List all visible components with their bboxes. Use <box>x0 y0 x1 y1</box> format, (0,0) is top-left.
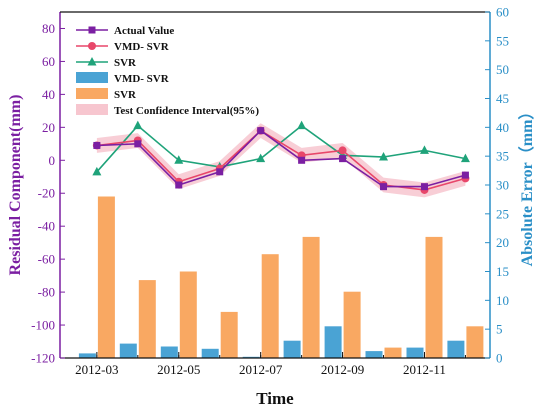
y-left-tick-label: 0 <box>49 153 56 168</box>
y-right-tick-label: 0 <box>496 351 503 366</box>
y-right-tick-label: 20 <box>496 235 509 250</box>
y-axis-left-title: Residual Component(mm) <box>7 95 24 276</box>
line-vmd_svr <box>96 129 466 191</box>
y-left-tick-label: 60 <box>42 54 55 69</box>
point-actual-8 <box>420 183 428 191</box>
bar-vmd_svr_err-1 <box>119 343 137 358</box>
bar-vmd_svr_err-6 <box>324 326 342 358</box>
y-left-tick-label: -20 <box>38 186 55 201</box>
bar-svr_err-6 <box>343 291 361 358</box>
y-right-tick-label: 50 <box>496 62 509 77</box>
bar-svr_err-3 <box>220 311 238 358</box>
legend-item-0-label: Actual Value <box>114 25 174 37</box>
y-left-tick-label: 20 <box>42 120 55 135</box>
legend-item-4-swatch <box>76 88 108 99</box>
bar-vmd_svr_err-3 <box>201 348 219 358</box>
point-actual-1 <box>134 140 142 148</box>
y-left-tick-label: -80 <box>38 285 55 300</box>
bar-vmd_svr_err-0 <box>78 353 96 358</box>
legend-item-2-marker <box>87 57 97 66</box>
y-right-tick-label: 25 <box>496 206 509 221</box>
y-left-tick-label: 80 <box>42 21 55 36</box>
bar-vmd_svr_err-7 <box>365 351 383 358</box>
point-actual-4 <box>257 127 265 135</box>
y-right-tick-label: 5 <box>496 322 503 337</box>
y-right-tick-label: 10 <box>496 293 509 308</box>
y-left-tick-label: -60 <box>38 252 55 267</box>
legend-item-5-label: Test Confidence Interval(95%) <box>114 105 259 117</box>
bar-svr_err-1 <box>138 280 156 358</box>
x-axis-title: Time <box>256 389 294 408</box>
bar-svr_err-5 <box>302 236 320 358</box>
legend-item-4-label: SVR <box>114 89 137 101</box>
point-svr-9 <box>460 153 470 163</box>
bar-svr_err-9 <box>466 326 484 358</box>
y-right-tick-label: 15 <box>496 264 509 279</box>
y-right-tick-label: 30 <box>496 178 509 193</box>
line-actual <box>96 129 466 188</box>
point-actual-6 <box>339 155 347 163</box>
bar-vmd_svr_err-8 <box>406 347 424 358</box>
y-left-tick-label: -120 <box>31 351 55 366</box>
point-svr-0 <box>92 166 102 176</box>
point-actual-9 <box>461 171 469 179</box>
legend-item-1-marker <box>88 42 96 50</box>
bar-vmd_svr_err-5 <box>283 340 301 358</box>
point-actual-0 <box>93 141 101 149</box>
bars-layer <box>78 196 484 358</box>
bar-svr_err-7 <box>384 347 402 358</box>
y-right-tick-label: 60 <box>496 5 509 20</box>
point-actual-3 <box>216 168 224 176</box>
axes-layer: -120 -100 -80 -60 -40 -20 0 20 40 60 80 0 5 10 15 20 25 3… <box>31 5 509 378</box>
point-svr-4 <box>256 153 266 163</box>
x-tick-label: 2012-09 <box>321 362 364 377</box>
point-svr-2 <box>174 155 184 164</box>
legend-item-1-label: VMD- SVR <box>114 41 170 53</box>
y-right-tick-label: 55 <box>496 33 509 48</box>
x-tick-label: 2012-07 <box>239 362 283 377</box>
legend-item-5-swatch <box>76 104 108 115</box>
bar-svr_err-2 <box>179 271 197 358</box>
legend-item-3-swatch <box>76 72 108 83</box>
point-actual-5 <box>298 156 306 164</box>
bar-vmd_svr_err-2 <box>160 346 178 358</box>
point-svr-8 <box>419 145 429 154</box>
bar-svr_err-0 <box>97 196 115 358</box>
point-vmd_svr-6 <box>338 146 347 155</box>
legend-item-2-label: SVR <box>114 57 137 69</box>
y-left-tick-label: -100 <box>31 318 55 333</box>
point-svr-5 <box>297 120 307 130</box>
point-actual-7 <box>380 183 388 191</box>
x-tick-label: 2012-05 <box>157 362 200 377</box>
point-svr-7 <box>379 151 389 161</box>
lines-layer <box>92 120 470 194</box>
y-right-tick-label: 35 <box>496 149 509 164</box>
legend-item-3-label: VMD- SVR <box>114 73 170 85</box>
point-svr-1 <box>133 120 143 130</box>
x-tick-label: 2012-11 <box>403 362 446 377</box>
y-left-tick-label: 40 <box>42 87 55 102</box>
x-tick-label: 2012-03 <box>75 362 118 377</box>
y-left-tick-label: -40 <box>38 219 55 234</box>
y-right-tick-label: 45 <box>496 91 509 106</box>
bar-svr_err-8 <box>425 236 443 358</box>
bar-svr_err-4 <box>261 254 279 358</box>
legend: Actual Value VMD- SVR SVR VMD- SVR SVR Test C… <box>76 25 259 117</box>
bar-vmd_svr_err-9 <box>447 340 465 358</box>
legend-item-0-marker <box>88 26 96 34</box>
y-right-tick-label: 40 <box>496 120 509 135</box>
y-axis-right-title: Absolute Error（mm） <box>518 104 536 267</box>
point-actual-2 <box>175 181 183 189</box>
